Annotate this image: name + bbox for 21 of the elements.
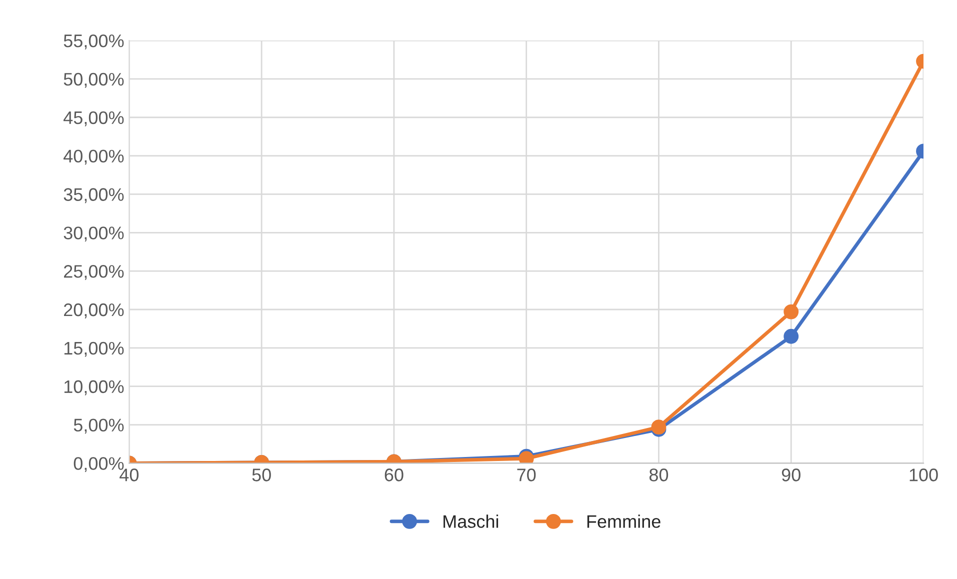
x-tick-label: 90: [782, 468, 800, 482]
point: [784, 328, 799, 344]
y-tick-label: 30,00%: [64, 226, 124, 242]
legend-label: Femmine: [587, 514, 660, 528]
x-tick-label: 50: [252, 468, 271, 482]
point: [784, 304, 799, 320]
legend-label: Maschi: [444, 514, 498, 528]
y-tick-label: 5,00%: [74, 418, 124, 434]
y-tick-label: 55,00%: [64, 34, 124, 50]
y-tick-label: 45,00%: [64, 111, 124, 126]
y-tick-label: 40,00%: [64, 150, 124, 165]
y-tick-label: 50,00%: [64, 72, 124, 88]
x-tick-label: 60: [384, 468, 404, 482]
y-tick-label: 35,00%: [64, 188, 124, 204]
y-tick-label: 25,00%: [64, 265, 124, 280]
x-tick-label: 70: [517, 468, 536, 482]
x-tick-label: 100: [910, 468, 938, 482]
y-tick-label: 15,00%: [64, 342, 124, 357]
y-tick-label: 10,00%: [64, 380, 124, 396]
x-tick-label: 80: [649, 468, 668, 482]
y-tick-label: 20,00%: [64, 303, 124, 318]
